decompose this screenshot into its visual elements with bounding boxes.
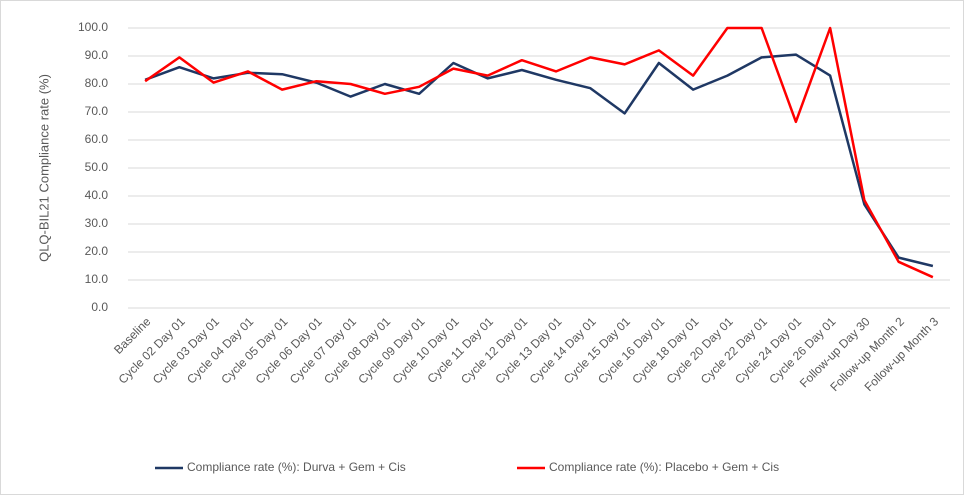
y-tick-label: 80.0 bbox=[85, 76, 109, 90]
y-tick-label: 90.0 bbox=[85, 48, 109, 62]
series-line bbox=[144, 26, 934, 279]
legend-label: Compliance rate (%): Placebo + Gem + Cis bbox=[549, 460, 779, 474]
y-tick-label: 10.0 bbox=[85, 272, 109, 286]
y-tick-label: 20.0 bbox=[85, 244, 109, 258]
y-tick-label: 40.0 bbox=[85, 188, 109, 202]
y-tick-label: 0.0 bbox=[91, 300, 108, 314]
y-tick-label: 100.0 bbox=[78, 20, 108, 34]
y-tick-label: 50.0 bbox=[85, 160, 109, 174]
y-tick-label: 60.0 bbox=[85, 132, 109, 146]
y-tick-label: 30.0 bbox=[85, 216, 109, 230]
y-axis-title: QLQ-BIL21 Compliance rate (%) bbox=[36, 74, 51, 262]
y-tick-label: 70.0 bbox=[85, 104, 109, 118]
legend-label: Compliance rate (%): Durva + Gem + Cis bbox=[187, 460, 406, 474]
series-line bbox=[144, 53, 934, 268]
